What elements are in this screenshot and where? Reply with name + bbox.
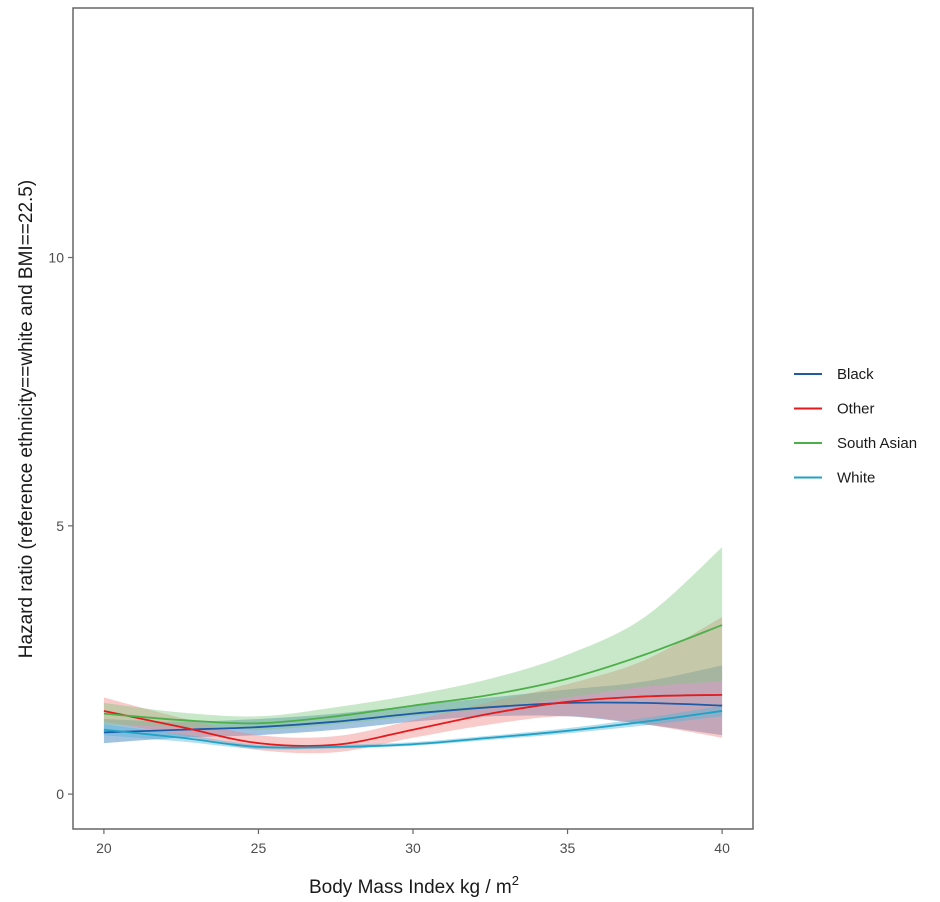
legend-item-white: White [794, 470, 875, 487]
x-tick-label: 30 [405, 840, 421, 856]
y-tick-label: 10 [48, 250, 64, 266]
legend: Black Other South Asian White [794, 366, 917, 487]
series-lines [103, 624, 723, 749]
x-axis-title-superscript: 2 [512, 873, 519, 888]
y-tick-label: 0 [56, 786, 64, 802]
x-tick-label: 20 [96, 840, 112, 856]
confidence-bands [103, 547, 723, 754]
y-axis-title: Hazard ratio (reference ethnicity==white… [16, 180, 37, 658]
x-tick-label: 35 [560, 840, 576, 856]
legend-item-south-asian: South Asian [794, 435, 917, 452]
series-line-other [103, 693, 723, 747]
series-line-white [103, 710, 723, 749]
x-axis: 20 25 30 35 40 [96, 829, 730, 856]
x-tick-label: 25 [251, 840, 267, 856]
series-line-south-asian [103, 624, 723, 725]
series-line-black [103, 701, 723, 734]
legend-label-south-asian: South Asian [837, 435, 917, 452]
y-axis: 0 5 10 [48, 250, 73, 802]
legend-label-white: White [837, 470, 875, 487]
legend-item-black: Black [794, 366, 874, 383]
legend-item-other: Other [794, 401, 875, 418]
confidence-band-other [103, 617, 723, 754]
legend-label-black: Black [837, 366, 874, 383]
x-tick-label: 40 [714, 840, 730, 856]
legend-label-other: Other [837, 401, 875, 418]
confidence-band-south-asian [103, 547, 723, 730]
x-axis-title: Body Mass Index kg / m2 [309, 873, 519, 898]
y-tick-label: 5 [56, 518, 64, 534]
